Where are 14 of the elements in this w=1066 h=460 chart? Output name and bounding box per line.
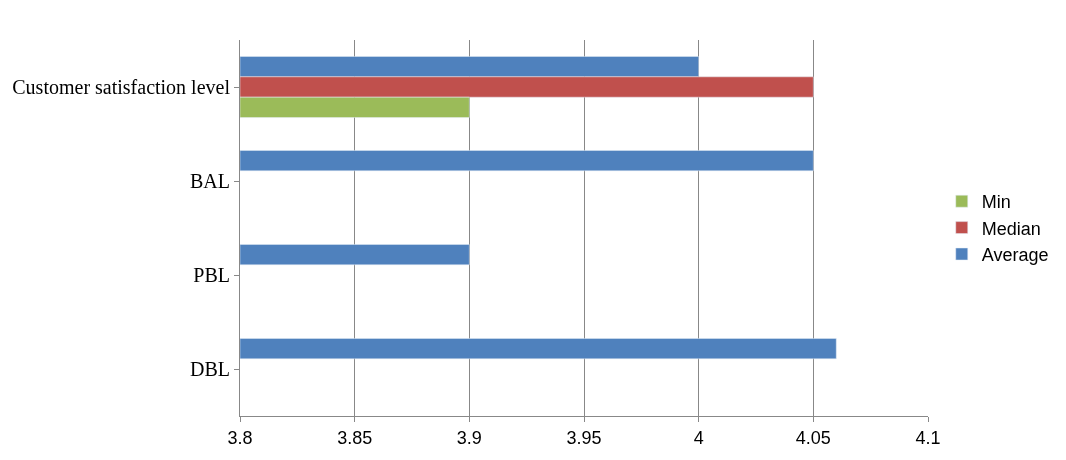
x-tick-label: 3.8	[227, 427, 253, 448]
x-tick-label: 4.05	[795, 427, 831, 448]
legend-label: Min	[981, 192, 1011, 213]
legend-label: Average	[981, 245, 1049, 266]
y-tick-label: BAL	[190, 170, 230, 192]
x-tick-label: 4	[693, 427, 704, 448]
x-tick-label: 3.9	[456, 427, 482, 448]
y-tick-label: DBL	[190, 358, 230, 380]
y-tick-label: PBL	[193, 264, 230, 286]
x-tick-label: 3.85	[337, 427, 373, 448]
y-tick-label: Customer satisfaction level	[12, 76, 231, 98]
x-tick-label: 3.95	[566, 427, 602, 448]
legend-label: Median	[981, 218, 1041, 239]
x-tick-label: 4.1	[915, 427, 941, 448]
